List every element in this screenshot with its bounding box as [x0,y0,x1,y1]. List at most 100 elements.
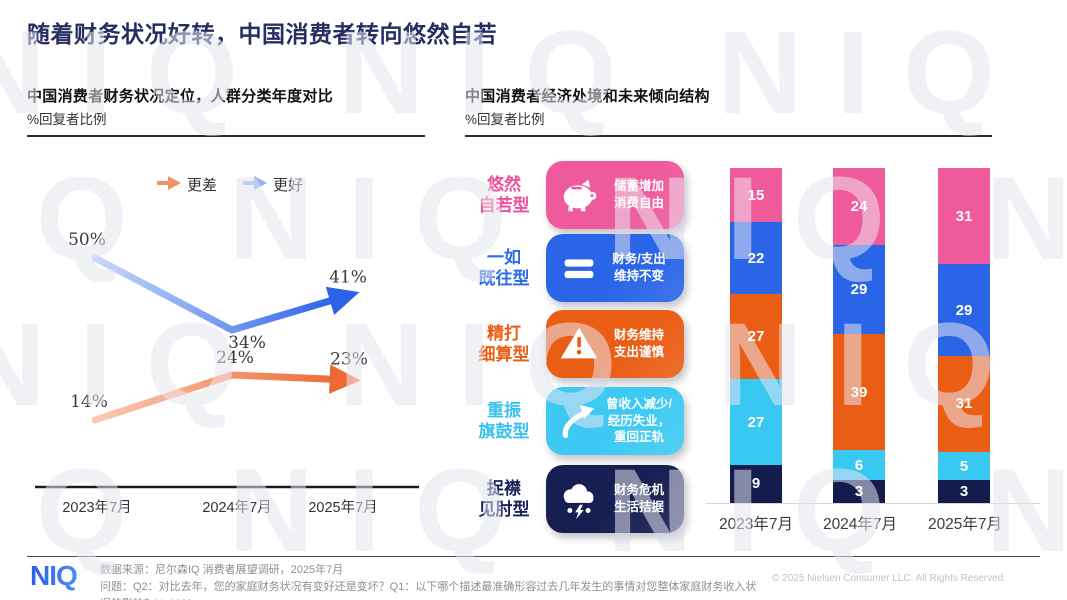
category-label: 精打 细算型 [465,323,543,366]
bar-segment-value: 22 [747,249,765,267]
stacked-bar-2024: 24 29 39 6 3 [833,168,885,503]
x-tick-2024: 2024年7月 [202,499,271,516]
worse-arrow-icon [157,176,181,190]
right-chart-title: 中国消费者经济处境和未来倾向结构 [465,88,710,105]
niq-logo: NIQ [30,560,78,591]
line-series-worse [91,364,361,424]
page-title: 随着财务状况好转，中国消费者转向悠然自若 [27,21,497,47]
category-row-frugal: 精打 细算型 财务维持 支出谨慎 [465,310,687,378]
bar-segment: 27 [730,294,782,380]
category-label-line1: 悠然 [487,174,521,194]
line-chart: 更差 更好 50% 34% 41% 14% 24% 23% 2023年7月 2024年7月… [35,176,419,516]
line-value-label: 14% [70,392,108,412]
x-tick-2025: 2025年7月 [308,499,377,516]
category-card: 储蓄增加 消费自由 [546,161,684,229]
bar-segment-value: 15 [747,186,765,204]
bar-segment: 29 [938,264,990,356]
right-chart-header: 中国消费者经济处境和未来倾向结构 %回复者比例 [465,85,992,137]
category-label-line2: 细算型 [478,345,530,364]
category-card: 财务/支出 维持不变 [546,234,684,302]
recovery-arrow-icon [562,404,595,439]
category-label-line2: 自若型 [478,196,530,215]
bar-segment-value: 6 [854,456,864,474]
bar-segment: 27 [730,379,782,465]
storm-cloud-icon [563,484,594,520]
bar-segment: 39 [833,334,885,450]
bar-segment: 29 [833,244,885,335]
category-label-line2: 见肘型 [478,500,530,519]
bar-segment: 3 [938,480,990,503]
category-card: 财务危机 生活拮据 [546,465,684,533]
line-value-label: 41% [329,268,367,288]
x-tick-2023: 2023年7月 [62,499,131,516]
piggy-bank-icon [563,179,597,212]
category-label-line1: 一如 [487,247,521,267]
left-chart-subtitle: %回复者比例 [27,112,107,127]
category-description: 财务/支出 维持不变 [612,252,666,283]
category-label: 捉襟 见肘型 [465,478,543,521]
line-value-label: 24% [216,348,254,368]
bar-x-tick-2024: 2024年7月 [822,516,898,533]
bar-segment-value: 27 [747,413,765,431]
bar-segment: 15 [730,168,782,222]
question-note: 问题：Q2：对比去年，您的家庭财务状况有变好还是变坏？Q1：以下哪个描述最准确形… [100,581,757,600]
line-value-labels: 50% 34% 41% 14% 24% 23% [68,230,368,412]
bar-segment-value: 29 [955,301,973,319]
bar-segment-value: 29 [850,281,868,299]
line-value-label: 34% [228,333,266,353]
bar-segment: 3 [833,480,885,503]
bar-segment-value: 31 [955,207,973,225]
bar-segment-value: 24 [850,197,868,215]
bar-axis-line [706,503,1040,504]
legend-worse-label: 更差 [187,177,217,194]
category-label-line1: 精打 [487,323,521,343]
category-row-rebounding: 重振 旗鼓型 曾收入减少/ 经历失业， 重回正轨 [465,387,687,455]
bar-segment-value: 3 [959,483,969,501]
category-label: 重振 旗鼓型 [465,400,543,443]
stacked-bar-2023: 15 22 27 27 9 [730,168,782,504]
bar-segment: 5 [938,452,990,481]
category-label-line2: 既往型 [478,269,530,288]
footer-notes: 数据来源：尼尔森IQ 消费者展望调研，2025年7月 问题：Q2：对比去年，您的… [100,562,760,600]
left-chart-header: 中国消费者财务状况定位，人群分类年度对比 %回复者比例 [27,85,425,137]
line-series-better [91,254,360,334]
category-row-unchanged: 一如 既往型 财务/支出 维持不变 [465,234,687,302]
bar-x-tick-2023: 2023年7月 [718,516,794,533]
bar-segment-value: 9 [751,475,761,493]
category-label: 悠然 自若型 [465,174,543,217]
category-label-line1: 捉襟 [487,478,521,498]
bar-segment: 31 [938,168,990,265]
warning-triangle-icon [560,327,598,359]
bar-segment-value: 27 [747,328,765,346]
bar-segment: 6 [833,449,885,481]
category-description: 曾收入减少/ 经历失业， 重回正轨 [606,396,672,445]
category-description: 储蓄增加 消费自由 [613,179,664,210]
category-card: 财务维持 支出谨慎 [546,310,684,378]
bar-segment-value: 3 [854,483,864,501]
footer-divider [27,556,1040,557]
stacked-bar-2025: 31 29 31 5 3 [938,168,990,503]
category-description: 财务维持 支出谨慎 [613,328,664,359]
bar-segment: 24 [833,168,885,245]
bar-segment-value: 39 [850,383,868,401]
equals-icon [564,259,594,279]
legend-better-label: 更好 [273,177,303,194]
category-label: 一如 既往型 [465,247,543,290]
bar-segment: 22 [730,222,782,295]
category-card: 曾收入减少/ 经历失业， 重回正轨 [546,387,684,455]
better-arrow-icon [243,176,267,190]
right-chart-subtitle: %回复者比例 [465,112,545,127]
line-value-label: 23% [330,350,368,370]
copyright-text: © 2025 Nielsen Consumer LLC. All Rights … [772,573,1007,584]
bar-segment-value: 31 [955,395,973,413]
bar-segment: 31 [938,355,990,452]
bar-segment-value: 5 [959,457,969,475]
category-description: 财务危机 生活拮据 [613,483,664,514]
line-value-label: 50% [68,230,106,250]
bar-segment: 9 [730,464,782,504]
left-chart-title: 中国消费者财务状况定位，人群分类年度对比 [27,88,334,105]
line-chart-legend: 更差 更好 [157,176,303,194]
category-label-line1: 重振 [487,400,521,420]
category-row-carefree: 悠然 自若型 储蓄增加 消费自由 [465,161,687,229]
